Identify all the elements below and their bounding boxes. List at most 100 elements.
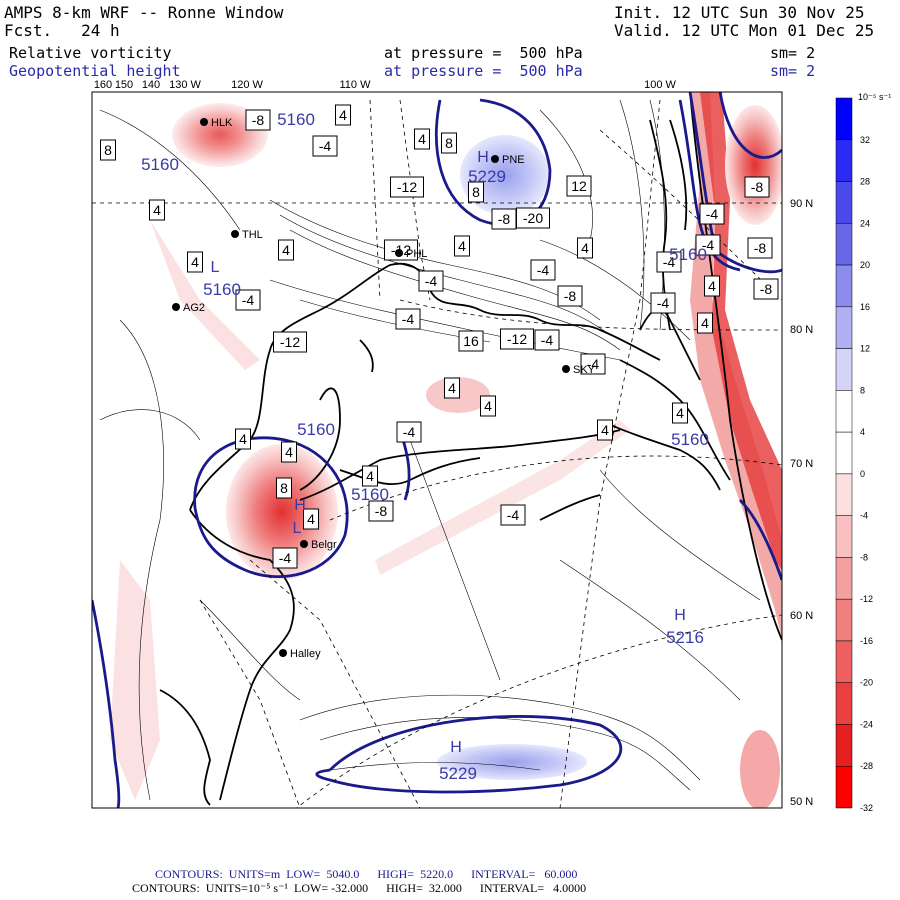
stations: HLK THL PHL AG2 PNE SKY Belgr Halley bbox=[172, 117, 596, 660]
colorbar-tick-label: 32 bbox=[860, 135, 870, 145]
svg-text:4: 4 bbox=[366, 468, 374, 484]
svg-text:HLK: HLK bbox=[211, 117, 233, 129]
height-label: 5229 bbox=[439, 764, 477, 783]
colorbar-tick-label: -28 bbox=[860, 761, 873, 771]
vorticity-label: 4 bbox=[697, 312, 713, 334]
vorticity-north-east bbox=[725, 105, 782, 225]
svg-text:-4: -4 bbox=[706, 206, 719, 222]
vorticity-label: 4 bbox=[187, 251, 203, 273]
svg-text:-8: -8 bbox=[751, 179, 764, 195]
svg-text:-4: -4 bbox=[402, 311, 415, 327]
vorticity-label: -20 bbox=[516, 207, 550, 229]
longitude-label: 140 bbox=[142, 79, 160, 91]
vorticity-label: -8 bbox=[747, 237, 773, 259]
colorbar-units: 10⁻⁵ s⁻¹ bbox=[858, 92, 891, 102]
vorticity-south-east bbox=[740, 730, 780, 808]
station-dot-icon bbox=[172, 303, 180, 311]
svg-text:-8: -8 bbox=[252, 112, 265, 128]
colorbar-swatch bbox=[835, 765, 853, 809]
vorticity-label: -4 bbox=[418, 270, 444, 292]
colorbar-swatch bbox=[835, 348, 853, 391]
vorticity-label: -12 bbox=[500, 328, 534, 350]
vorticity-label: -4 bbox=[396, 421, 422, 443]
height-label: 5216 bbox=[666, 628, 704, 647]
vorticity-max-west bbox=[226, 444, 338, 580]
colorbar-tick-label: -8 bbox=[860, 552, 868, 562]
vorticity-label: -8 bbox=[368, 500, 394, 522]
station: SKY bbox=[562, 364, 596, 376]
high-marker: H bbox=[450, 739, 462, 756]
svg-text:12: 12 bbox=[571, 178, 587, 194]
svg-text:-4: -4 bbox=[507, 507, 520, 523]
colorbar-swatch bbox=[835, 473, 853, 516]
fcst-value: 24 h bbox=[81, 21, 120, 40]
svg-text:Halley: Halley bbox=[290, 648, 321, 660]
station: HLK bbox=[200, 117, 233, 129]
height-label: 5160 bbox=[669, 245, 707, 264]
latitude-label: 70 N bbox=[790, 458, 813, 470]
vorticity-label: -4 bbox=[699, 203, 725, 225]
vorticity-label: -4 bbox=[312, 135, 338, 157]
latitude-label: 90 N bbox=[790, 198, 813, 210]
svg-text:16: 16 bbox=[463, 333, 479, 349]
vorticity-label: 4 bbox=[577, 237, 593, 259]
svg-text:-4: -4 bbox=[319, 138, 332, 154]
svg-text:-20: -20 bbox=[523, 210, 543, 226]
svg-text:-4: -4 bbox=[279, 550, 292, 566]
colorbar-tick-label: 12 bbox=[860, 344, 870, 354]
longitude-label: 150 bbox=[115, 79, 133, 91]
model-title: AMPS 8-km WRF -- Ronne Window bbox=[4, 3, 284, 22]
colorbar-swatch bbox=[835, 598, 853, 642]
vorticity-label: -4 bbox=[272, 547, 298, 569]
colorbar-swatch bbox=[835, 640, 853, 683]
plot-border bbox=[91, 91, 783, 809]
colorbar-swatch bbox=[835, 97, 853, 141]
svg-text:4: 4 bbox=[285, 444, 293, 460]
colorbar-tick-label: -32 bbox=[860, 803, 873, 813]
height-labels: 5160 5160 5160 5160 5160 5160 5160 5229 5229 5216… bbox=[141, 110, 709, 783]
svg-text:-8: -8 bbox=[760, 281, 773, 297]
footer-vorticity-contours: CONTOURS: UNITS=10⁻⁵ s⁻¹ LOW= -32.000 HI… bbox=[132, 881, 587, 895]
svg-text:4: 4 bbox=[708, 278, 716, 294]
station-dot-icon bbox=[231, 230, 239, 238]
svg-text:4: 4 bbox=[458, 238, 466, 254]
station-dot-icon bbox=[491, 155, 499, 163]
colorbar-tick-label: -20 bbox=[860, 678, 873, 688]
station-dot-icon bbox=[395, 249, 403, 257]
vorticity-label: 4 bbox=[235, 428, 251, 450]
vorticity-label: -4 bbox=[695, 234, 721, 256]
height-label: 5160 bbox=[141, 155, 179, 174]
svg-text:4: 4 bbox=[448, 380, 456, 396]
vorticity-label: -8 bbox=[557, 285, 583, 307]
colorbar-swatch bbox=[835, 724, 853, 767]
svg-text:4: 4 bbox=[418, 131, 426, 147]
station: THL bbox=[231, 229, 263, 241]
vorticity-label: 8 bbox=[276, 477, 292, 499]
vorticity-label: -12 bbox=[390, 176, 424, 198]
colorbar-tick-label: 8 bbox=[860, 385, 865, 395]
vorticity-label: 4 bbox=[362, 465, 378, 487]
svg-text:SKY: SKY bbox=[573, 364, 596, 376]
colorbar-tick-label: -12 bbox=[860, 594, 873, 604]
svg-text:4: 4 bbox=[676, 405, 684, 421]
latitude-label: 50 N bbox=[790, 796, 813, 808]
footer-height-contours: CONTOURS: UNITS=m LOW= 5040.0 HIGH= 5220… bbox=[155, 867, 578, 881]
svg-text:4: 4 bbox=[307, 511, 315, 527]
vorticity-streak-south-west bbox=[110, 560, 160, 800]
height-label: 5160 bbox=[351, 485, 389, 504]
svg-text:PNE: PNE bbox=[502, 154, 525, 166]
station-dot-icon bbox=[200, 118, 208, 126]
field2-smoothing: sm= 2 bbox=[770, 62, 816, 80]
vorticity-label: 4 bbox=[597, 419, 613, 441]
longitude-label: 160 bbox=[94, 79, 112, 91]
forecast-label: Fcst. 24 h bbox=[4, 22, 120, 40]
station: Belgr bbox=[300, 539, 337, 551]
station-dot-icon bbox=[279, 649, 287, 657]
svg-text:PHL: PHL bbox=[406, 248, 427, 260]
longitude-label: 130 W bbox=[169, 79, 201, 91]
svg-text:-8: -8 bbox=[564, 288, 577, 304]
colorbar-swatch bbox=[835, 306, 853, 349]
svg-text:-8: -8 bbox=[754, 240, 767, 256]
vorticity-label: 4 bbox=[414, 128, 430, 150]
